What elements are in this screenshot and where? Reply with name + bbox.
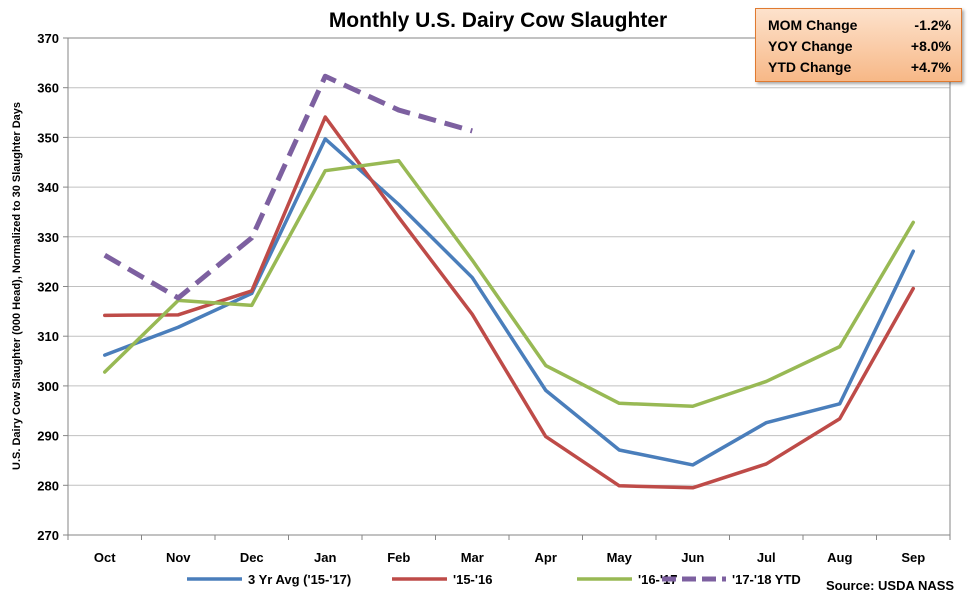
stat-label: YOY Change	[768, 38, 853, 54]
y-tick-label: 340	[37, 180, 59, 195]
series-line-2	[103, 159, 915, 409]
x-tick-label: Jun	[681, 550, 704, 565]
y-tick-label: 280	[37, 478, 59, 493]
stat-row-yoy: YOY Change +8.0%	[768, 36, 951, 57]
stat-label: MOM Change	[768, 17, 858, 33]
legend-label: '16-'17	[638, 572, 677, 587]
x-tick-label: Feb	[387, 550, 410, 565]
x-tick-label: Jan	[314, 550, 336, 565]
stat-label: YTD Change	[768, 59, 852, 75]
y-tick-label: 290	[37, 429, 59, 444]
x-tick-label: Aug	[827, 550, 852, 565]
y-tick-label: 350	[37, 130, 59, 145]
x-tick-label: Dec	[240, 550, 264, 565]
source-note: Source: USDA NASS	[826, 578, 955, 593]
y-tick-label: 300	[37, 379, 59, 394]
y-tick-label: 360	[37, 81, 59, 96]
x-axis-ticks: Oct Nov Dec Jan Feb Mar Apr May Jun Jul Aug Sep	[67, 535, 951, 565]
stat-row-mom: MOM Change -1.2%	[768, 15, 951, 36]
legend: 3 Yr Avg ('15-'17) '15-'16 '16-'17 '17-'18 …	[187, 572, 801, 587]
series-line-1	[103, 115, 915, 490]
y-tick-label: 330	[37, 230, 59, 245]
y-tick-label: 370	[37, 31, 59, 46]
x-tick-label: Nov	[166, 550, 191, 565]
y-tick-label: 310	[37, 329, 59, 344]
stat-value: +8.0%	[910, 38, 951, 54]
legend-label: '17-'18 YTD	[732, 572, 801, 587]
x-tick-label: Oct	[94, 550, 116, 565]
y-tick-label: 320	[37, 280, 59, 295]
y-axis-ticks: 270 280 290 300 310 320 330 340 350 360 370	[37, 31, 68, 543]
x-tick-label: Apr	[535, 550, 557, 565]
x-tick-label: Jul	[757, 550, 776, 565]
grid	[68, 87, 950, 486]
change-stats-box: MOM Change -1.2% YOY Change +8.0% YTD Ch…	[755, 8, 962, 82]
legend-label: 3 Yr Avg ('15-'17)	[248, 572, 351, 587]
series-lines	[103, 73, 915, 490]
chart-title: Monthly U.S. Dairy Cow Slaughter	[329, 9, 667, 32]
x-tick-label: Sep	[901, 550, 925, 565]
y-tick-label: 270	[37, 528, 59, 543]
x-tick-label: Mar	[461, 550, 484, 565]
x-tick-label: May	[607, 550, 633, 565]
series-line-0	[103, 137, 915, 467]
stat-value: -1.2%	[914, 17, 951, 33]
series-line-3	[103, 73, 473, 301]
y-axis-label: U.S. Dairy Cow Slaughter (000 Head), Nor…	[11, 102, 23, 470]
stat-value: +4.7%	[910, 59, 951, 75]
legend-label: '15-'16	[453, 572, 492, 587]
stat-row-ytd: YTD Change +4.7%	[768, 57, 951, 78]
